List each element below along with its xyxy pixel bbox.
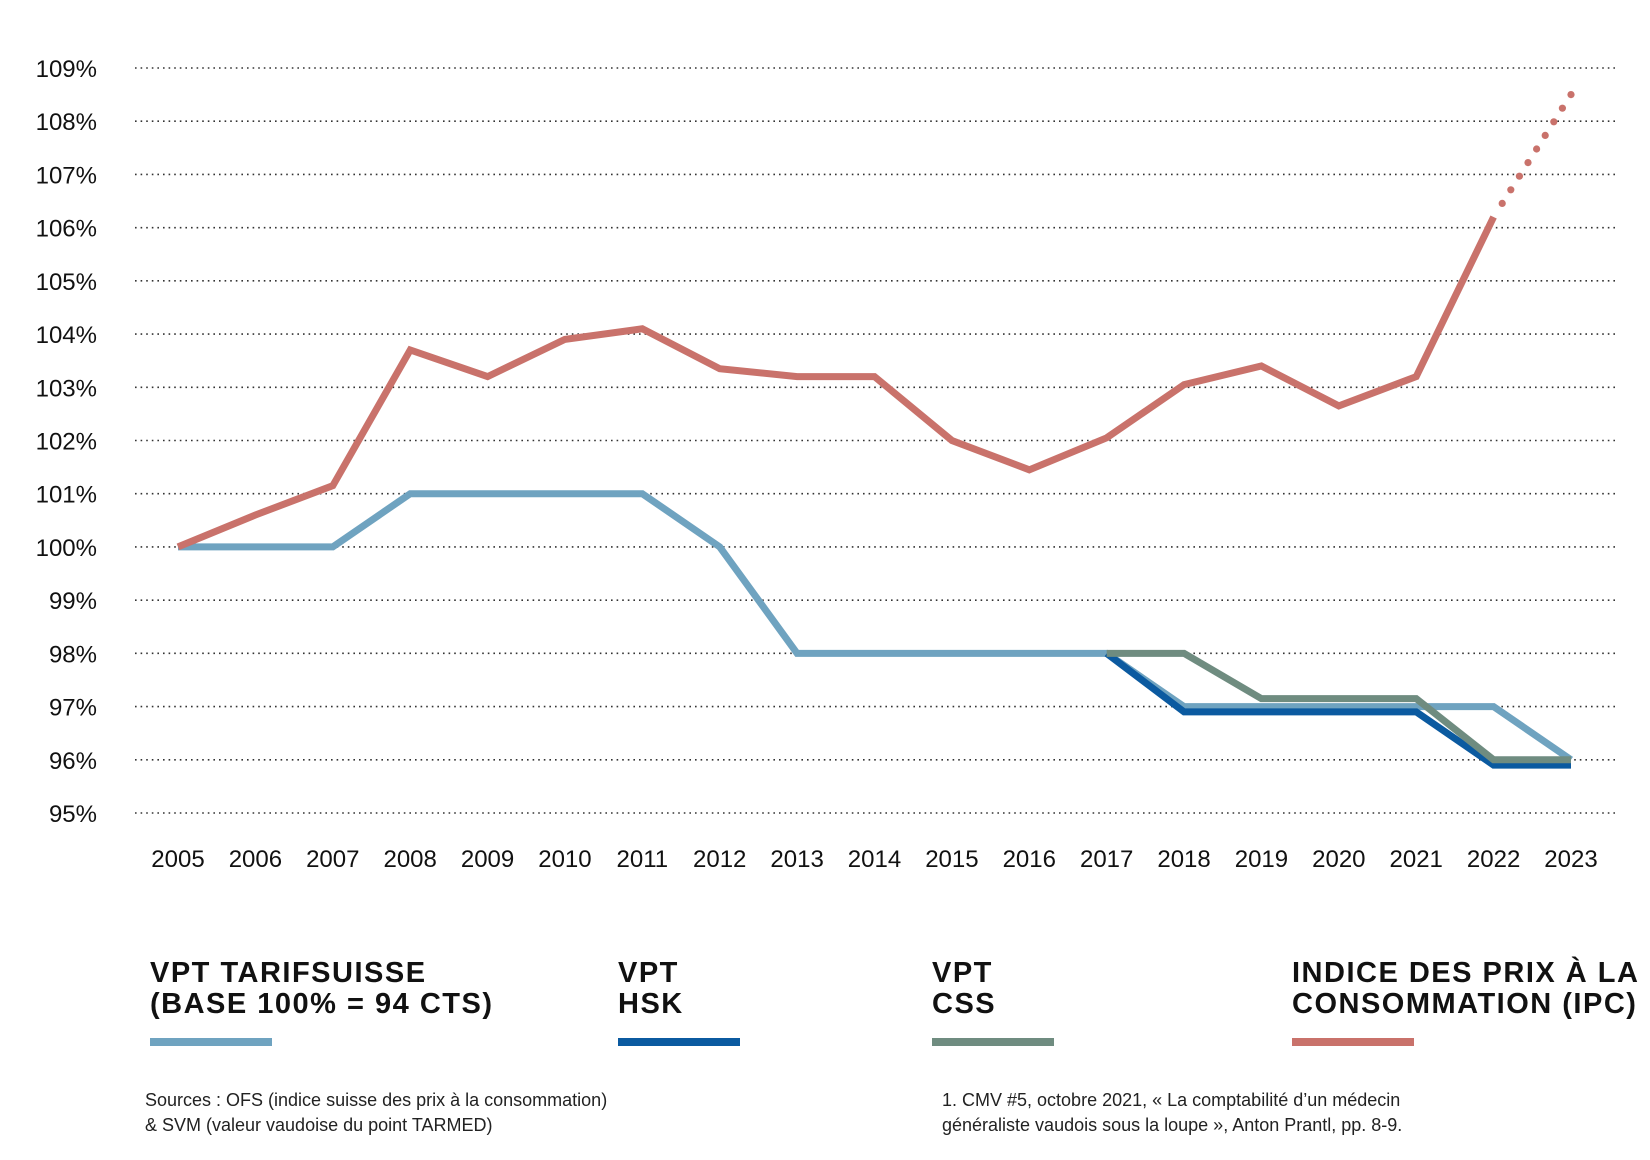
y-tick-label: 102%: [36, 429, 97, 456]
legend-label-line1: VPT: [618, 957, 679, 989]
x-tick-label: 2013: [770, 846, 823, 873]
projection-dot: [1524, 159, 1532, 167]
x-tick-label: 2020: [1312, 846, 1365, 873]
x-tick-label: 2011: [617, 846, 669, 873]
legend-label-line1: INDICE DES PRIX À LA: [1292, 957, 1640, 989]
x-tick-label: 2023: [1544, 846, 1597, 873]
x-tick-label: 2022: [1467, 846, 1520, 873]
y-tick-label: 105%: [36, 269, 97, 296]
x-tick-label: 2007: [306, 846, 359, 873]
sources-line1: Sources : OFS (indice suisse des prix à …: [145, 1090, 608, 1110]
legend-label-line2: HSK: [618, 988, 684, 1020]
series-lines: [176, 91, 1575, 769]
series-line-vpt-hsk: [1104, 650, 1571, 769]
x-tick-label: 2012: [693, 846, 746, 873]
x-tick-label: 2021: [1390, 846, 1443, 873]
x-tick-label: 2019: [1235, 846, 1288, 873]
legend-label-line2: CSS: [932, 988, 997, 1020]
legend-label-line1: VPT: [932, 957, 993, 989]
legend-label-line2: (BASE 100% = 94 CTS): [150, 988, 494, 1020]
projection-dot: [1533, 145, 1541, 153]
x-tick-label: 2009: [461, 846, 514, 873]
projection-dot: [1550, 118, 1558, 126]
x-axis-ticks: 2005 2006 2007 2008 2009 2010 2011 2012 2013 2014…: [151, 846, 1597, 873]
y-tick-label: 95%: [49, 801, 97, 828]
y-tick-label: 96%: [49, 748, 97, 775]
y-tick-label: 103%: [36, 375, 97, 402]
x-tick-label: 2010: [538, 846, 591, 873]
y-tick-label: 104%: [36, 322, 97, 349]
footnote: 1. CMV #5, octobre 2021, « La comptabili…: [942, 1088, 1402, 1138]
projection-dot: [1567, 91, 1575, 99]
legend-swatch: [150, 1038, 272, 1046]
x-tick-label: 2006: [229, 846, 282, 873]
series-line-vpt-tarifsuisse-base-100-94-ct: [178, 490, 1573, 763]
y-tick-label: 109%: [36, 56, 97, 83]
footnote-line1: 1. CMV #5, octobre 2021, « La comptabili…: [942, 1090, 1401, 1110]
projection-dot: [1498, 199, 1506, 208]
y-tick-label: 107%: [36, 162, 97, 189]
series-line-indice-des-prix-la-consommatio: [176, 215, 1497, 551]
x-tick-label: 2005: [151, 846, 204, 873]
legend-label-line1: VPT TARIFSUISSE: [150, 957, 427, 989]
x-tick-label: 2008: [383, 846, 436, 873]
projection-dot: [1515, 172, 1524, 180]
line-chart: 109% 108% 107% 106% 105% 104% 103% 102% 101% 100%…: [36, 56, 1617, 873]
y-tick-label: 101%: [36, 482, 97, 509]
sources-line2: & SVM (valeur vaudoise du point TARMED): [145, 1115, 493, 1135]
series-line-vpt-css: [1106, 649, 1571, 764]
y-tick-label: 108%: [36, 109, 97, 136]
x-tick-label: 2015: [925, 846, 978, 873]
legend-item-hsk: VPT HSK: [618, 958, 740, 1046]
legend-swatch: [1292, 1038, 1414, 1046]
legend-label-line2: CONSOMMATION (IPC): [1292, 988, 1638, 1020]
projection-dot: [1541, 131, 1549, 140]
legend-swatch: [932, 1038, 1054, 1046]
y-tick-label: 100%: [36, 535, 97, 562]
footnote-line2: généraliste vaudois sous la loupe », Ant…: [942, 1115, 1403, 1135]
legend-item-css: VPT CSS: [932, 958, 1054, 1046]
projection-dot: [1558, 104, 1567, 112]
x-tick-label: 2016: [1003, 846, 1056, 873]
legend-swatch: [618, 1038, 740, 1046]
legend-item-ipc: INDICE DES PRIX À LA CONSOMMATION (IPC): [1292, 958, 1639, 1046]
y-axis-ticks: 109% 108% 107% 106% 105% 104% 103% 102% 101% 100%…: [36, 56, 97, 828]
y-tick-label: 99%: [49, 588, 97, 615]
y-tick-label: 98%: [49, 641, 97, 668]
x-tick-label: 2017: [1080, 846, 1133, 873]
gridlines: [135, 67, 1617, 814]
projection-dot: [1507, 186, 1515, 194]
y-tick-label: 97%: [49, 695, 97, 722]
x-tick-label: 2014: [848, 846, 901, 873]
y-tick-label: 106%: [36, 216, 97, 243]
legend-item-tarifsuisse: VPT TARIFSUISSE (BASE 100% = 94 CTS): [150, 958, 493, 1046]
sources-note: Sources : OFS (indice suisse des prix à …: [145, 1088, 607, 1138]
x-tick-label: 2018: [1157, 846, 1210, 873]
